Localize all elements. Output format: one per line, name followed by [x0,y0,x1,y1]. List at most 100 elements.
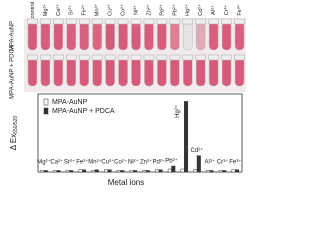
tube-cap [169,18,181,25]
x-tick-label: Mn²⁺ [88,159,102,166]
tube-cap [66,54,77,61]
tube-cap [234,18,245,25]
tube-cap [27,18,38,25]
bar [155,169,160,173]
tube-cap [66,18,77,25]
column-label: Fe³⁺ [236,4,243,15]
bar [82,169,87,173]
bar [218,170,223,173]
tube-cap [195,54,206,61]
tube-cap [91,18,103,25]
column-label: Al³⁺ [210,5,217,15]
tube-cap [221,54,232,61]
bar [193,169,198,173]
tube [118,57,128,87]
tube-cap [117,18,129,25]
tube [53,57,64,87]
column-label: Hg²⁺ [184,4,191,16]
column-label: Fe²⁺ [81,4,88,15]
tube [221,57,232,87]
column-label: Pd²⁺ [158,4,165,16]
bar [196,155,201,173]
tube [234,21,245,51]
bar [91,170,96,173]
tube [234,57,245,87]
tube [221,21,232,51]
bar [180,168,185,173]
bar [53,170,58,173]
tube-cap [53,18,64,25]
tube [157,21,167,51]
tube [105,21,115,51]
x-tick-label: Co²⁺ [114,159,127,166]
x-axis-label: Metal ions [108,178,144,187]
legend-swatch [43,107,49,115]
column-label: Cr³⁺ [223,5,230,16]
x-tick-label: Pd²⁺ [153,159,166,166]
bar [209,170,214,173]
tube-cap [40,18,51,25]
tube-cap [104,18,116,25]
tube-cap [156,18,168,25]
tube-cap [156,54,168,61]
tube-cap [182,54,194,61]
tube [144,21,154,51]
x-tick-label: Cr³⁺ [217,159,229,166]
legend-swatch [43,98,49,106]
y-axis-label: Δ Ex650/520 [9,116,19,151]
tube [40,21,51,51]
x-tick-label: Mg²⁺ [37,159,51,166]
legend-label: MPA-AuNP + PDCA [52,108,115,115]
tube-cap [143,18,155,25]
x-tick-label: Fe²⁺ [76,159,88,166]
tube [27,57,38,87]
tube [66,21,77,51]
x-tick-label: Al³⁺ [205,159,216,166]
tube [40,57,51,87]
tube-cap [104,54,116,61]
tube-cap [27,54,38,61]
bar [43,170,48,173]
tube-cap [78,18,90,25]
tube [79,57,89,87]
tube-cap [169,54,181,61]
tube-cap [221,18,232,25]
x-tick-label: Zn²⁺ [140,159,152,166]
tube [131,21,141,51]
bar [167,168,172,173]
bar [104,169,109,173]
tube-cap [208,54,219,61]
column-label: Sr²⁺ [68,5,75,15]
tube [118,21,128,51]
tube-cap [130,18,142,25]
column-label: Ca²⁺ [55,4,62,16]
bar [69,170,74,173]
bar [206,170,211,173]
column-label: Cu²⁺ [107,4,114,16]
tube-cap [40,54,51,61]
x-tick-label: Sr²⁺ [64,159,75,166]
column-label: Cd²⁺ [197,4,204,16]
tube [105,57,115,87]
tube-cap [117,54,129,61]
bar [107,169,112,173]
bar [222,170,227,173]
bar [65,170,70,173]
bar [235,169,240,173]
x-tick-label: Ca²⁺ [50,159,63,166]
column-label: Co²⁺ [120,4,127,16]
tube-cap [91,54,103,61]
tube-cap [78,54,90,61]
column-label: Zn²⁺ [145,4,152,15]
tube [183,57,193,87]
bar [56,170,61,173]
bar [120,170,125,173]
bar [145,170,150,173]
y-axis-label-sub: 650/520 [13,116,19,134]
bar [116,170,121,173]
x-tick-label: Cu²⁺ [101,159,114,166]
y-axis-label-main: Δ Ex [9,134,18,150]
x-tick-label: Fe³⁺ [229,159,241,166]
column-label: Mg²⁺ [42,4,49,16]
tube [208,57,219,87]
